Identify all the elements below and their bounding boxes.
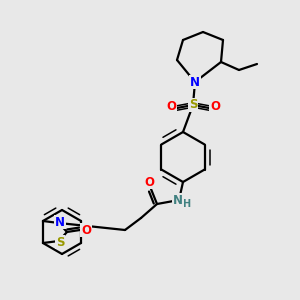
Text: H: H	[182, 199, 190, 209]
Text: O: O	[81, 224, 91, 236]
Text: S: S	[56, 236, 64, 248]
Text: N: N	[55, 215, 65, 229]
Text: O: O	[166, 100, 176, 113]
Text: N: N	[173, 194, 183, 206]
Text: S: S	[189, 98, 197, 112]
Text: O: O	[144, 176, 154, 188]
Text: O: O	[210, 100, 220, 113]
Text: N: N	[190, 76, 200, 88]
